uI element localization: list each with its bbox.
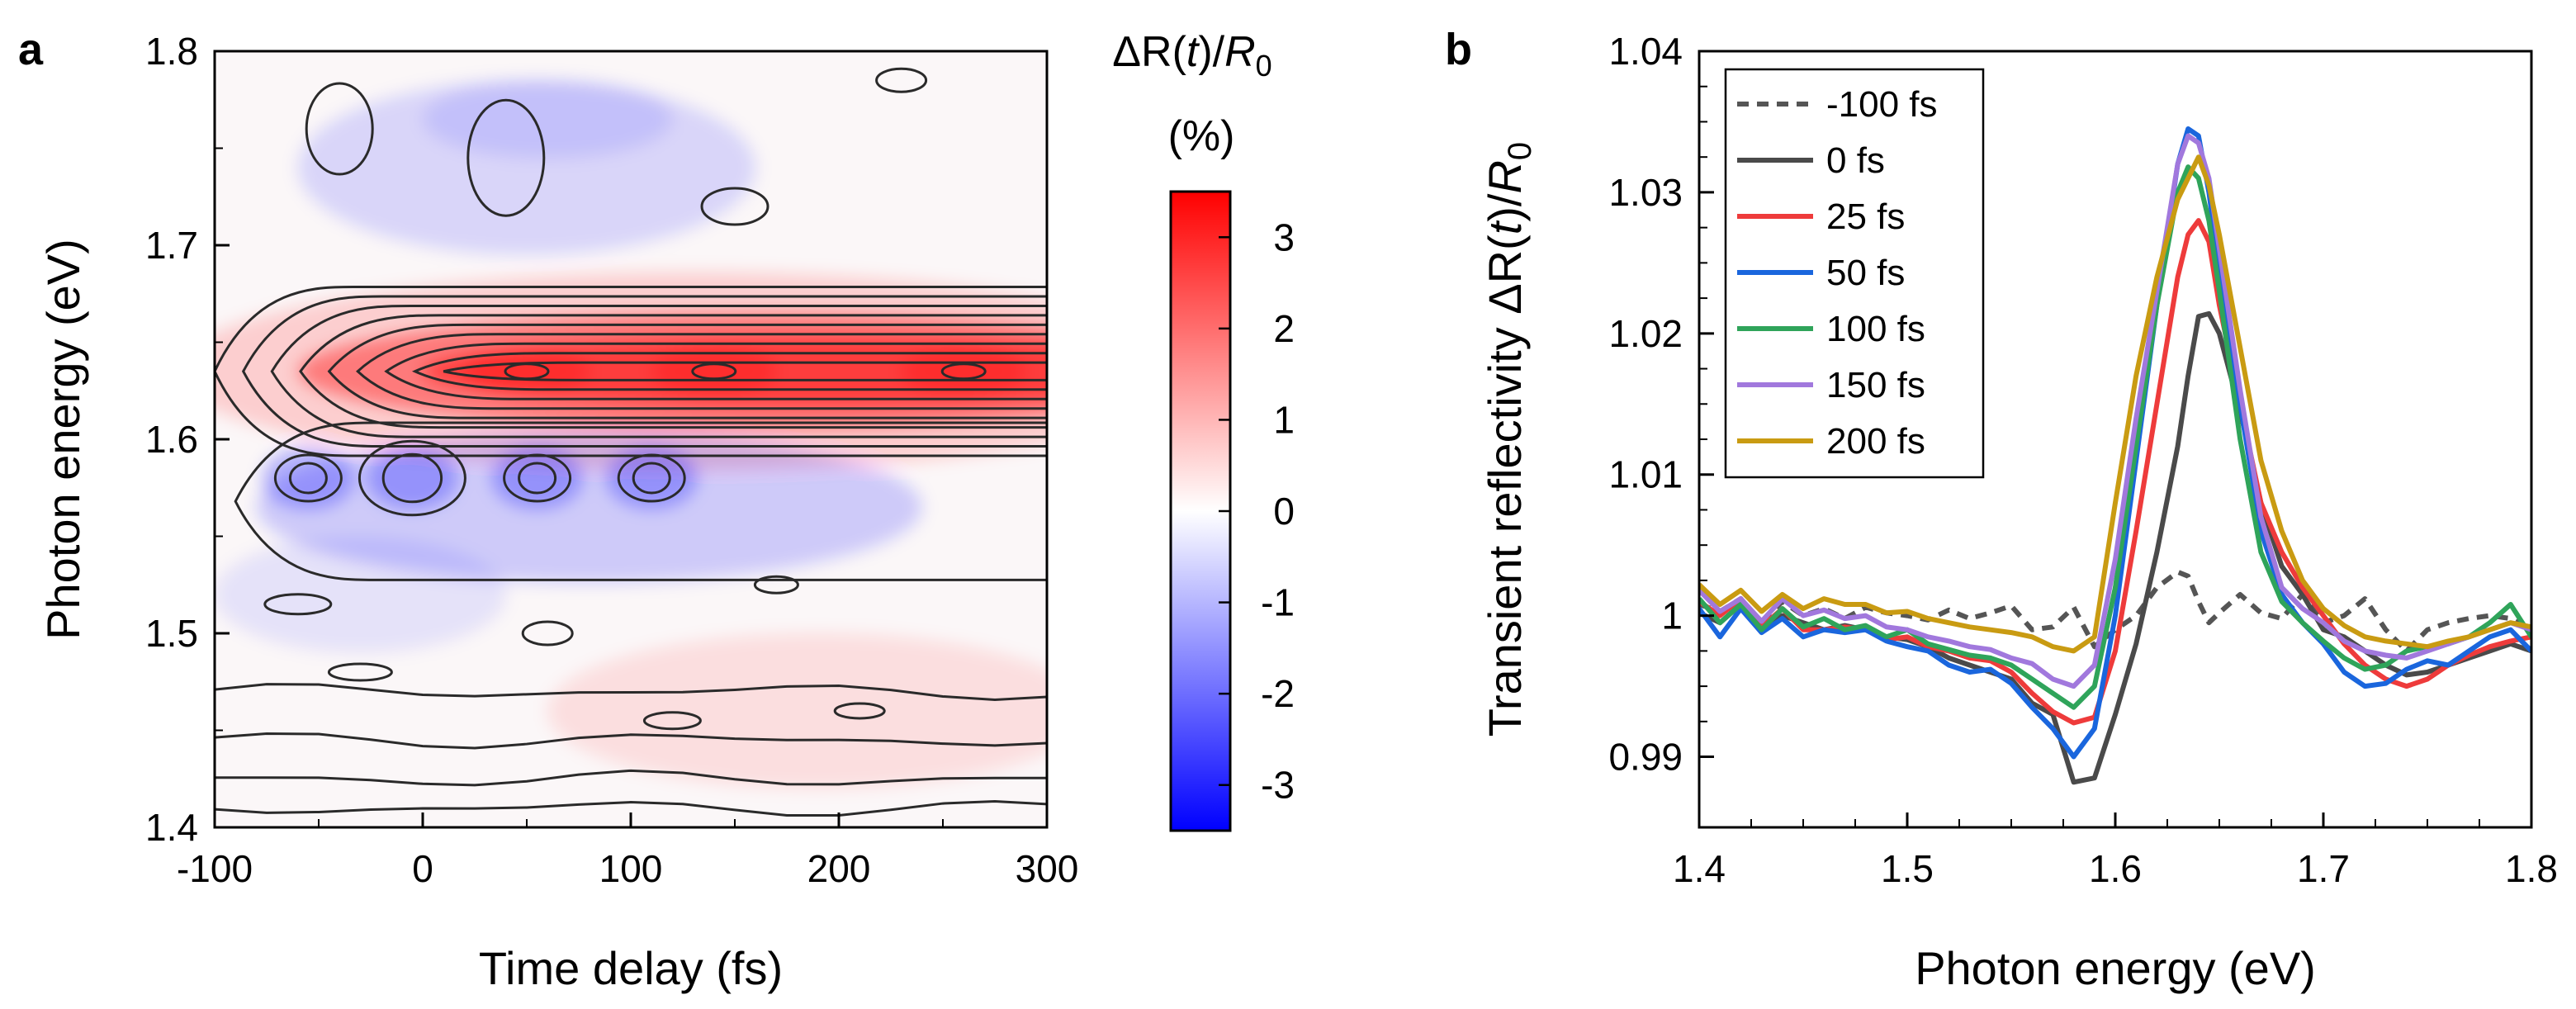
lower-contour [215,800,1047,817]
negative-contour [273,453,343,503]
positive-contour-level [215,286,1047,457]
colorbar-unit: (%) [1168,112,1235,160]
line-series-group [1699,126,2531,785]
negative-contour [288,462,328,495]
legend-label: 50 fs [1826,253,1905,293]
colorbar-tick-label: 3 [1273,216,1295,258]
lower-contour [215,683,1047,701]
x-tick-label: 200 [807,847,871,890]
scattered-contour [642,711,702,731]
y-tick-label: 1.02 [1608,312,1683,355]
panel-a-letter: a [18,25,44,74]
y-tick-label: 0.99 [1608,736,1683,779]
negative-contour [358,439,466,517]
upper-contour [305,82,374,176]
negative-envelope-contour [234,421,1047,581]
y-tick-label: 1.8 [145,30,198,73]
panel-a-y-axis-title: Photon energy (eV) [37,239,89,640]
positive-maximum [464,348,590,395]
x-tick-label: 0 [412,847,433,890]
heatmap-area [215,51,1047,827]
series-line-200fs [1699,154,2531,654]
upper-contour [875,67,928,93]
y-tick-label: 1.4 [145,806,198,849]
x-tick-label: 300 [1016,847,1079,890]
colorbar-tick-label: -1 [1261,581,1295,624]
positive-contour-level [327,323,1047,419]
negative-contour [617,453,686,503]
colorbar-tick-label: 1 [1273,398,1295,441]
heatmap-field [215,80,1047,789]
upper-negative-patch [423,80,673,159]
y-tick-label: 1 [1661,595,1683,637]
lower-contour [215,769,1047,787]
scattered-contour [833,702,886,720]
heatmap-contours [215,67,1047,817]
maximum-contour [504,362,550,381]
y-tick-label: 1.5 [145,612,198,655]
x-tick-label: 1.5 [1881,847,1934,890]
panel-b-x-ticks: 1.4 1.5 1.6 1.7 1.8 [1673,812,2558,890]
positive-contour-level [443,361,1047,381]
positive-contour-level [241,295,1047,448]
y-tick-label: 1.6 [145,418,198,461]
upper-contour [466,98,546,217]
colorbar-tick-label: -2 [1261,672,1295,715]
panel-a-y-ticks: 1.4 1.5 1.6 1.7 1.8 [145,30,230,849]
negative-contour [503,453,572,503]
lower-contour [215,732,1047,750]
x-tick-label: 1.8 [2505,847,2558,890]
maximum-contour [940,362,987,381]
panel-b-letter: b [1445,25,1472,74]
legend: -100 fs 0 fs 25 fs 50 fs 100 fs 150 fs 200 fs [1724,68,1985,479]
colorbar-tick-label: -3 [1261,764,1295,807]
x-tick-label: 1.6 [2089,847,2142,890]
legend-label: 150 fs [1826,365,1925,405]
panel-b-y-axis-title: Transient reflectivity ΔR(t)/R0 [1479,142,1538,737]
scattered-contour [263,593,333,616]
positive-maximum [901,348,1026,395]
series-line-neg100fs [1699,569,2531,654]
legend-label: 0 fs [1826,140,1885,181]
panel-b-x-axis-title: Photon energy (eV) [1915,942,2316,994]
colorbar-tick-label: 2 [1273,307,1295,350]
positive-contour-level [299,314,1047,429]
x-tick-label: -100 [177,847,253,890]
positive-contour-level [411,352,1047,391]
positive-contour-level [384,342,1047,400]
lower-positive-tint [547,633,1047,789]
colorbar-tick-label: 0 [1273,490,1295,533]
panel-b-y-ticks: 0.99 1 1.01 1.02 1.03 1.04 [1608,30,1714,779]
legend-label: 200 fs [1826,421,1925,462]
panel-a-x-axis-title: Time delay (fs) [479,942,783,994]
x-tick-label: 1.4 [1673,847,1726,890]
upper-contour [700,187,769,226]
positive-maximum [651,348,777,395]
positive-contour-level [270,304,1047,438]
panel-a-x-ticks: -100 0 100 200 300 [177,812,1078,890]
scattered-contour [521,620,574,647]
y-tick-label: 1.04 [1608,30,1683,73]
lower-negative-tint [215,536,506,653]
negative-contour [632,462,671,495]
colorbar-ticks: 3 2 1 0 -1 -2 -3 [1219,216,1295,807]
legend-label: 100 fs [1826,309,1925,349]
x-tick-label: 1.7 [2297,847,2350,890]
positive-contour-level [356,333,1047,410]
legend-label: -100 fs [1826,84,1938,125]
negative-contour [381,452,443,504]
x-tick-label: 100 [599,847,663,890]
colorbar-title: ΔR(t)/R0 [1112,28,1271,83]
y-tick-label: 1.03 [1608,171,1683,214]
series-line-150fs [1699,133,2531,689]
scattered-contour [327,662,393,682]
y-tick-label: 1.01 [1608,453,1683,496]
negative-contour [518,462,557,495]
scattered-contour [753,575,799,595]
maximum-contour [691,362,737,381]
legend-label: 25 fs [1826,197,1905,237]
series-line-100fs [1699,164,2531,710]
y-tick-label: 1.7 [145,224,198,267]
